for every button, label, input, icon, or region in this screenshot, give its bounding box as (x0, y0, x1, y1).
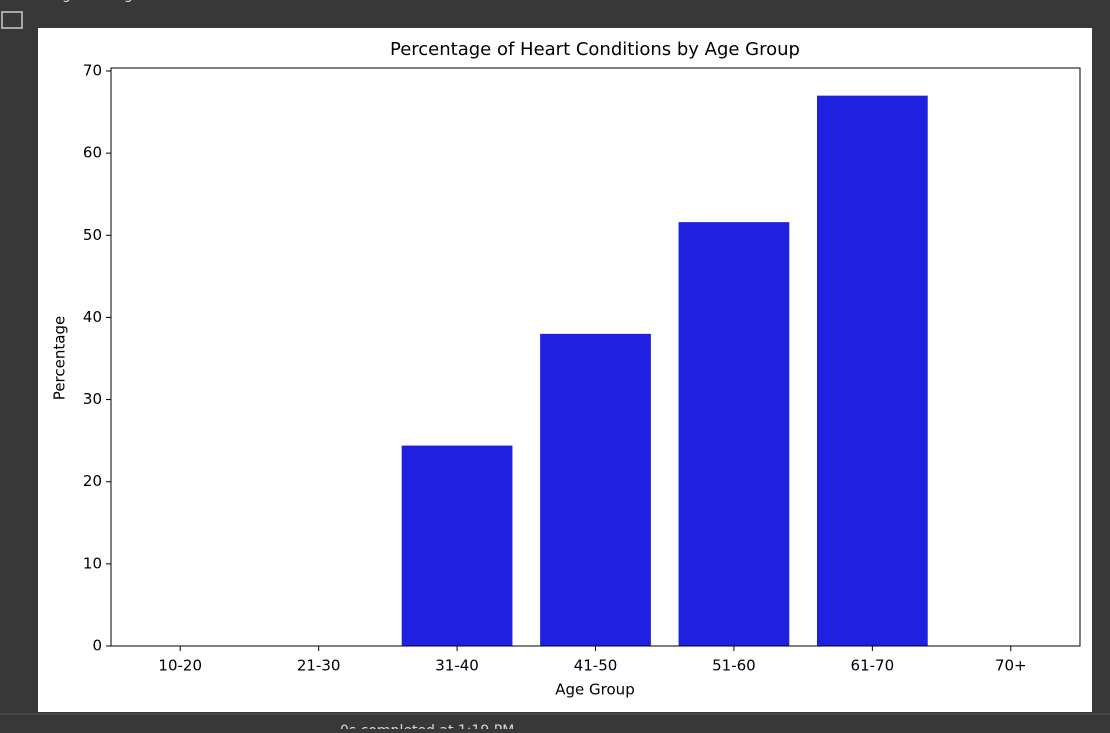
x-tick-label: 31-40 (435, 657, 479, 675)
y-tick-label: 30 (83, 390, 102, 408)
y-tick-label: 0 (92, 637, 102, 655)
output-toggle-icon[interactable] (1, 11, 23, 29)
x-tick-label: 70+ (995, 657, 1027, 675)
y-tick-label: 70 (83, 62, 102, 80)
report-value: 0.72 (318, 0, 349, 3)
report-label: weighted avg (38, 0, 133, 3)
bar (401, 445, 513, 646)
y-tick-label: 60 (83, 144, 102, 162)
bar (816, 95, 928, 646)
bar (540, 333, 651, 646)
report-value: 14000 (500, 0, 545, 3)
x-tick-label: 21-30 (297, 657, 341, 675)
y-axis-label: Percentage (51, 316, 69, 400)
bar (678, 222, 790, 646)
x-tick-label: 10-20 (158, 657, 202, 675)
chart-title: Percentage of Heart Conditions by Age Gr… (390, 39, 800, 60)
x-tick-label: 61-70 (851, 657, 895, 675)
y-tick-label: 40 (83, 308, 102, 326)
x-tick-label: 41-50 (574, 657, 618, 675)
y-tick-label: 20 (83, 472, 102, 490)
status-text: 0s completed at 1:19 PM (340, 723, 514, 729)
y-tick-label: 50 (83, 226, 102, 244)
y-tick-label: 10 (83, 554, 102, 572)
plot-frame (110, 67, 1081, 647)
x-tick-label: 51-60 (712, 657, 756, 675)
report-value: 0.72 (414, 0, 445, 3)
report-value: 0.72 (222, 0, 253, 3)
x-axis-label: Age Group (555, 681, 634, 699)
